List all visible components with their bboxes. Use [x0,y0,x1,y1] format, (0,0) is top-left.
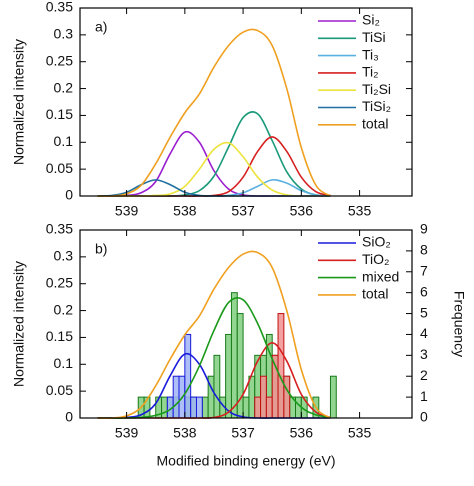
legend-label: Si₂ [362,12,380,28]
y2-tick-label: 0 [420,409,428,425]
histogram-bar [172,375,180,419]
histogram-bar [265,396,273,419]
histogram-bar [248,375,256,419]
panel-label: b) [95,241,107,257]
y2-tick-label: 4 [420,325,428,341]
x-tick-label: 535 [348,203,372,219]
y2-tick-label: 7 [420,262,428,278]
y-axis-title: Normalized intensity [11,261,27,387]
histogram-bar [260,375,267,419]
y2-tick-label: 1 [420,388,428,404]
x-tick-label: 538 [173,203,197,219]
y-tick-label: 0.35 [46,221,73,237]
y2-tick-label: 3 [420,346,428,362]
y-tick-label: 0 [65,409,73,425]
histogram-bar [277,313,285,419]
histogram-bar [283,375,291,419]
histogram-bar [184,333,192,419]
x-tick-label: 535 [348,425,372,441]
y2-tick-label: 9 [420,221,428,237]
histogram-bar [195,396,203,419]
y-tick-label: 0.15 [46,328,73,344]
y-tick-label: 0.1 [54,355,74,371]
y-tick-label: 0.2 [54,79,74,95]
histogram-bar [329,375,337,419]
y-tick-label: 0.1 [54,133,74,149]
y2-tick-label: 2 [420,367,428,383]
legend-label: total [362,286,388,302]
y2-tick-label: 8 [420,242,428,258]
legend-label: Ti₂Si [362,81,391,97]
line-series [97,130,331,197]
legend-label: SiO₂ [362,234,391,250]
histogram-bar [213,354,221,419]
panel-label: a) [95,19,107,35]
y2-axis-title: Frequency [451,291,467,357]
histogram-bar [161,396,168,419]
histogram-bar [225,333,232,419]
y-tick-label: 0.2 [54,301,74,317]
line-series [97,250,331,419]
x-tick-label: 536 [290,203,314,219]
y-tick-label: 0.35 [46,0,73,15]
x-tick-label: 537 [231,425,255,441]
y-axis-title: Normalized intensity [11,39,27,165]
histogram-bar [230,292,238,419]
histogram-bar [242,396,250,419]
plot-frame [79,229,413,419]
legend-label: TiSi₂ [362,98,391,114]
legend-label: total [362,116,388,132]
x-tick-label: 537 [231,203,255,219]
y-tick-label: 0 [65,187,73,203]
y2-tick-label: 6 [420,283,428,299]
y-tick-label: 0.15 [46,106,73,122]
legend-label: Ti₂ [362,64,379,80]
histogram-bar [190,396,197,419]
y-tick-label: 0.05 [46,382,73,398]
x-axis-title: Modified binding energy (eV) [157,453,336,469]
legend-label: mixed [362,268,399,284]
line-series [97,28,331,197]
x-tick-label: 538 [173,425,197,441]
legend-label: Ti₃ [362,46,379,62]
x-tick-label: 536 [290,425,314,441]
x-tick-label: 539 [115,203,139,219]
y2-tick-label: 5 [420,304,428,320]
y-tick-label: 0.05 [46,160,73,176]
legend-label: TiSi [362,29,386,45]
histogram-bar [201,396,209,419]
plot-frame [79,7,413,197]
x-tick-label: 539 [115,425,139,441]
y-tick-label: 0.25 [46,274,73,290]
y-tick-label: 0.3 [54,248,74,264]
y-tick-label: 0.25 [46,52,73,68]
y-tick-label: 0.3 [54,26,74,42]
histogram-bar [254,396,262,419]
line-series [97,178,331,197]
legend-label: TiO₂ [362,251,389,267]
